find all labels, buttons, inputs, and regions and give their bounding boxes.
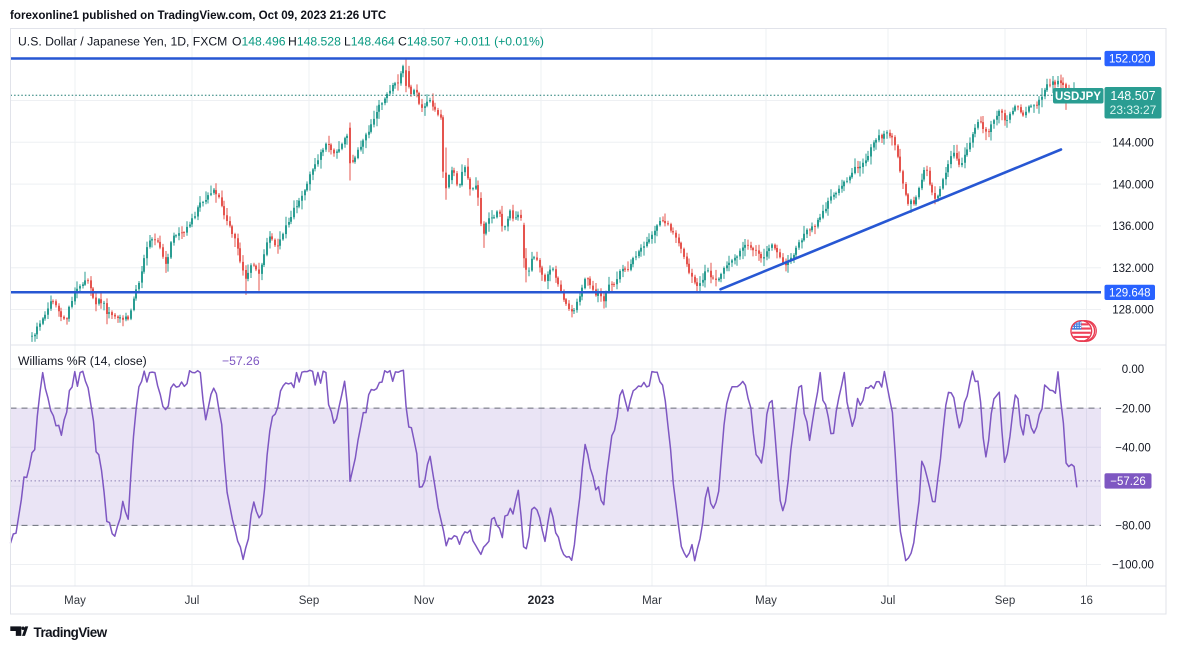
svg-text:−80.00: −80.00: [1115, 521, 1151, 533]
svg-text:May: May: [64, 595, 86, 607]
svg-text:May: May: [755, 595, 777, 607]
svg-text:forexonline1 published on Trad: forexonline1 published on TradingView.co…: [10, 9, 387, 22]
svg-text:−100.00: −100.00: [1112, 560, 1154, 572]
svg-text:129.648: 129.648: [1109, 287, 1151, 299]
svg-text:Jul: Jul: [881, 595, 896, 607]
svg-text:2023: 2023: [528, 593, 555, 607]
svg-text:148.507: 148.507: [1110, 89, 1155, 103]
svg-text:16: 16: [1080, 595, 1093, 607]
svg-text:O148.496: O148.496: [232, 35, 286, 49]
svg-text:C148.507: C148.507: [398, 35, 451, 49]
svg-text:H148.528: H148.528: [288, 35, 341, 49]
svg-text:132.000: 132.000: [1112, 263, 1154, 275]
svg-text:Nov: Nov: [414, 595, 435, 607]
svg-text:Sep: Sep: [995, 595, 1015, 607]
svg-text:136.000: 136.000: [1112, 221, 1154, 233]
svg-text:140.000: 140.000: [1112, 179, 1154, 191]
svg-text:−57.26: −57.26: [1110, 476, 1146, 488]
svg-text:Mar: Mar: [642, 595, 662, 607]
svg-text:+0.011 (+0.01%): +0.011 (+0.01%): [454, 35, 544, 49]
svg-text:−20.00: −20.00: [1115, 403, 1151, 415]
svg-text:Williams %R (14, close) −57.26: Williams %R (14, close) −57.26: [18, 354, 260, 368]
svg-text:128.000: 128.000: [1112, 305, 1154, 317]
svg-text:0.00: 0.00: [1122, 364, 1144, 376]
svg-text:Sep: Sep: [299, 595, 319, 607]
svg-text:−40.00: −40.00: [1115, 442, 1151, 454]
svg-text:TradingView: TradingView: [34, 625, 108, 640]
svg-text:Jul: Jul: [185, 595, 200, 607]
svg-text:152.020: 152.020: [1109, 54, 1151, 66]
svg-text:U.S. Dollar / Japanese Yen, 1D: U.S. Dollar / Japanese Yen, 1D, FXCM: [18, 35, 227, 49]
svg-text:23:33:27: 23:33:27: [1110, 103, 1157, 117]
svg-text:144.000: 144.000: [1112, 138, 1154, 150]
svg-text:USDJPY: USDJPY: [1055, 91, 1101, 103]
svg-text:L148.464: L148.464: [344, 35, 395, 49]
